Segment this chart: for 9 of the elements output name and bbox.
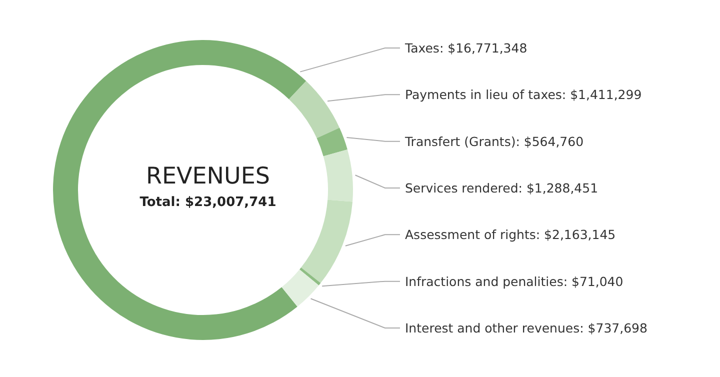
slice-label: Interest and other revenues: $737,698 [405,320,648,336]
text: Total: $23,007,741 [140,195,276,210]
slice-label: Transfert (Grants): $564,760 [404,134,584,149]
slice-label: Assessment of rights: $2,163,145 [405,227,616,242]
slice-label: Infractions and penalities: $71,040 [405,274,624,289]
slice-label: Taxes: $16,771,348 [404,40,528,56]
slice-label: Payments in lieu of taxes: $1,411,299 [405,87,642,102]
slice-label: Services rendered: $1,288,451 [405,180,598,196]
text: REVENUES [146,164,270,190]
